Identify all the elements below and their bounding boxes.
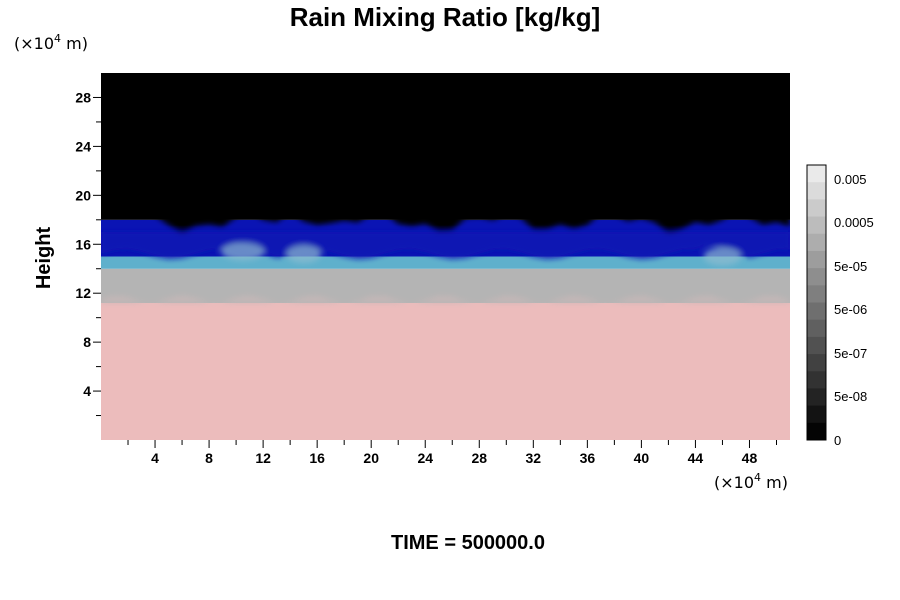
colorbar-segment <box>807 165 826 183</box>
colorbar-segment <box>807 233 826 252</box>
colorbar-label: 5e-06 <box>834 302 867 317</box>
colorbar-segment <box>807 388 826 407</box>
y-axis: 4 8 12 16 20 24 28 <box>75 89 101 417</box>
time-label: TIME = 500000.0 <box>391 532 545 554</box>
y-tick-label: 8 <box>83 334 91 350</box>
x-axis: 4 8 12 16 20 24 28 32 36 40 44 48 <box>127 440 777 466</box>
x-tick-label: 12 <box>255 450 271 466</box>
y-axis-title: Height <box>33 227 55 290</box>
x-tick-label: 28 <box>471 450 487 466</box>
swirl-2 <box>703 247 742 266</box>
colorbar-segment <box>807 268 826 286</box>
colorbar-segment <box>807 182 826 200</box>
blue-top-edge <box>101 73 790 234</box>
x-tick-label: 36 <box>580 450 596 466</box>
colorbar-labels: 0.005 0.0005 5e-05 5e-06 5e-07 5e-08 0 <box>834 172 874 448</box>
colorbar-segment <box>807 371 826 389</box>
colorbar-label: 0 <box>834 433 841 448</box>
colorbar-label: 5e-05 <box>834 259 867 274</box>
x-unit-label: (×104 m) <box>714 471 788 492</box>
y-tick-label: 20 <box>75 187 91 203</box>
chart-title: Rain Mixing Ratio [kg/kg] <box>290 2 601 32</box>
y-unit-label: (×104 m) <box>14 32 88 53</box>
swirl-0 <box>221 242 265 261</box>
x-tick-label: 4 <box>151 450 159 466</box>
plot-area <box>101 73 790 440</box>
blue-lower-edge <box>101 232 790 259</box>
gray-lower-edge <box>101 295 790 303</box>
x-tick-label: 32 <box>526 450 542 466</box>
x-tick-label: 44 <box>688 450 704 466</box>
colorbar-segment <box>807 319 826 338</box>
field-layer-0 <box>101 302 790 440</box>
colorbar-frame <box>806 164 827 441</box>
y-tick-label: 24 <box>75 138 91 154</box>
colorbar-segment <box>807 199 826 218</box>
x-tick-label: 48 <box>742 450 758 466</box>
colorbar-label: 5e-08 <box>834 389 867 404</box>
field-layer-2 <box>101 256 790 269</box>
colorbar-segment <box>807 302 826 321</box>
colorbar-label: 0.0005 <box>834 215 874 230</box>
colorbar-label: 0.005 <box>834 172 867 187</box>
y-tick-label: 4 <box>83 383 91 399</box>
colorbar-label: 5e-07 <box>834 346 867 361</box>
colorbar-segment <box>807 422 826 441</box>
colorbar-segment <box>807 405 826 424</box>
colorbar-segment <box>807 216 826 235</box>
y-tick-label: 28 <box>75 89 91 105</box>
colorbar-segment <box>807 250 826 269</box>
x-tick-label: 24 <box>417 450 433 466</box>
swirl-1 <box>286 245 322 264</box>
x-tick-label: 8 <box>205 450 213 466</box>
y-tick-label: 12 <box>75 285 91 301</box>
x-tick-label: 20 <box>363 450 379 466</box>
x-tick-label: 16 <box>309 450 325 466</box>
colorbar <box>806 164 827 441</box>
y-tick-label: 16 <box>75 236 91 252</box>
colorbar-segment <box>807 285 826 303</box>
colorbar-segment <box>807 336 826 355</box>
colorbar-segment <box>807 354 826 372</box>
x-tick-label: 40 <box>634 450 650 466</box>
